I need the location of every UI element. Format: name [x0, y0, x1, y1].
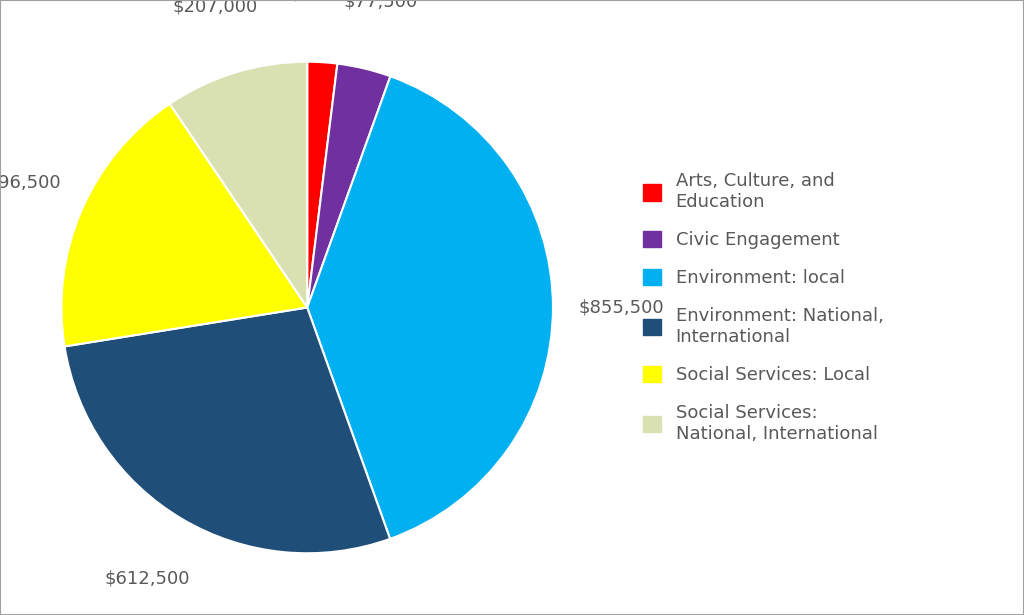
Wedge shape	[307, 76, 553, 539]
Text: $207,000: $207,000	[173, 0, 258, 15]
Text: $77,500: $77,500	[343, 0, 418, 10]
Text: $396,500: $396,500	[0, 173, 61, 191]
Text: $855,500: $855,500	[579, 299, 665, 317]
Wedge shape	[61, 104, 307, 346]
Text: $612,500: $612,500	[104, 569, 189, 587]
Wedge shape	[307, 62, 338, 308]
Wedge shape	[307, 63, 390, 308]
Text: $43,000: $43,000	[290, 0, 364, 2]
Wedge shape	[65, 308, 390, 554]
Wedge shape	[170, 62, 307, 308]
Legend: Arts, Culture, and
Education, Civic Engagement, Environment: local, Environment:: Arts, Culture, and Education, Civic Enga…	[634, 163, 893, 452]
